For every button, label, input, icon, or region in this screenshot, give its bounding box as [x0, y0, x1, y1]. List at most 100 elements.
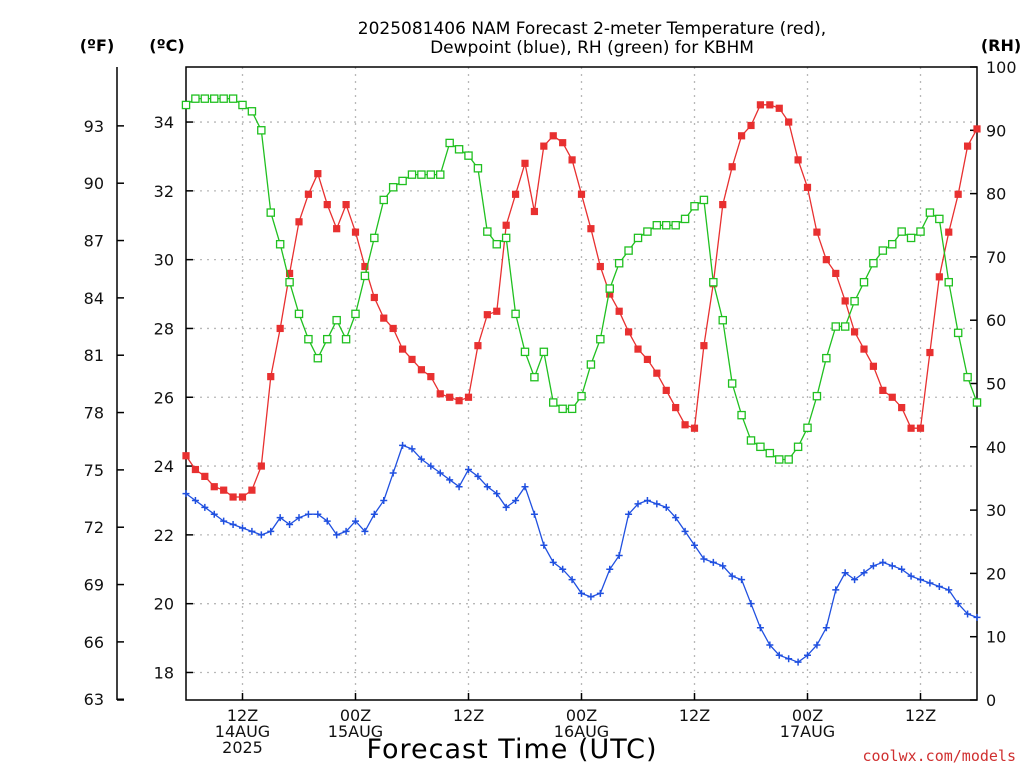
temperature-point [304, 190, 313, 198]
dewpoint-point [898, 565, 906, 573]
rh-point [822, 353, 831, 363]
dewpoint-point [465, 466, 472, 474]
temperature-point [276, 324, 284, 333]
rh-point [925, 208, 935, 217]
temperature-point [747, 121, 755, 130]
dewpoint-point [756, 624, 764, 632]
rh-point [313, 353, 323, 363]
temperature-point [483, 311, 491, 319]
temperature-point [841, 297, 849, 305]
rh-tick-label: 100 [986, 58, 1017, 77]
temperature-point [785, 118, 793, 126]
dewpoint-point [662, 503, 670, 511]
dewpoint-point [182, 490, 190, 498]
dewpoint-point [964, 610, 972, 618]
temperature-point [766, 101, 774, 109]
temperature-point [285, 269, 294, 278]
rh-point [435, 170, 445, 179]
temperature-point [455, 397, 463, 405]
rh-tick-label: 20 [986, 564, 1006, 583]
rh-point [257, 126, 266, 135]
rh-point [944, 277, 954, 287]
axis-unit-labels: (ºF) (ºC) (RH) [80, 36, 1021, 55]
temperature-point [210, 483, 218, 491]
dewpoint-point [257, 531, 265, 539]
temperature-point [229, 493, 237, 501]
dewpoint-point [474, 472, 482, 480]
dewpoint-point [738, 576, 746, 584]
temperature-point [935, 273, 943, 281]
dewpoint-point [634, 500, 642, 508]
temperature-point [238, 493, 247, 501]
temperature-point [191, 465, 200, 474]
temperature-point [559, 139, 567, 147]
rh-point [671, 220, 680, 230]
temperature-point [822, 256, 830, 264]
dewpoint-point [295, 514, 303, 522]
x-tick-label: 12Z [453, 706, 484, 725]
dewpoint-series-line [185, 444, 978, 663]
dewpoint-point [342, 527, 350, 535]
rh-point [407, 170, 417, 179]
dewpoint-point [888, 562, 896, 570]
celsius-tick-label: 32 [154, 182, 174, 201]
rh-point [577, 391, 586, 401]
rh-point [840, 322, 850, 331]
temperature-point [446, 393, 454, 401]
fahrenheit-tick-label: 84 [84, 289, 104, 308]
dewpoint-point [483, 483, 491, 491]
temperature-point [333, 225, 341, 233]
temperature-point [803, 183, 812, 192]
dewpoint-point [728, 572, 736, 580]
plot-grid [186, 67, 977, 700]
dewpoint-point [747, 600, 755, 608]
dewpoint-point [549, 558, 557, 566]
celsius-tick-label: 24 [154, 457, 174, 476]
rh-point [360, 271, 370, 281]
temperature-point [624, 328, 633, 336]
temperature-point [756, 101, 765, 109]
dewpoint-point [851, 576, 859, 584]
x-axis-label: Forecast Time (UTC) [366, 734, 657, 765]
dewpoint-point [935, 582, 943, 590]
dewpoint-point [239, 524, 246, 532]
temperature-point [220, 486, 228, 494]
temperature-point [690, 424, 699, 432]
temperature-point [775, 104, 783, 112]
dewpoint-point [304, 510, 312, 518]
temperature-point [615, 307, 623, 315]
credit-link[interactable]: coolwx.com/models [862, 747, 1016, 765]
rh-point [511, 309, 520, 319]
dewpoint-point [653, 500, 661, 508]
rh-point [322, 334, 332, 344]
dewpoint-point [822, 624, 830, 632]
dewpoint-point [719, 562, 727, 570]
x-tick-label: 00Z [792, 706, 823, 725]
fahrenheit-tick-label: 66 [84, 633, 104, 652]
dewpoint-point [314, 510, 322, 518]
temperature-point [860, 345, 868, 353]
dewpoint-point [766, 641, 774, 649]
dewpoint-point [210, 510, 218, 518]
dewpoint-point [408, 445, 416, 453]
temperature-point [370, 293, 378, 302]
temperature-point [427, 373, 435, 381]
dewpoint-point [323, 517, 331, 525]
rh-point [520, 347, 530, 357]
dewpoint-point [399, 441, 407, 449]
temperature-point [606, 290, 614, 298]
temperature-point [832, 269, 840, 278]
temperature-point [596, 262, 604, 271]
rh-point [530, 372, 539, 382]
fahrenheit-tick-label: 81 [84, 346, 104, 365]
rh-tick-label: 0 [986, 691, 996, 710]
chart-title-line: Dewpoint (blue), RH (green) for KBHM [430, 38, 754, 58]
rh-point [351, 309, 360, 319]
rh-point [662, 220, 671, 230]
dewpoint-point [804, 651, 811, 659]
rh-point [181, 100, 191, 110]
dewpoint-point [248, 527, 256, 535]
temperature-point [954, 190, 962, 198]
chart-title: 2025081406 NAM Forecast 2-meter Temperat… [358, 19, 826, 58]
